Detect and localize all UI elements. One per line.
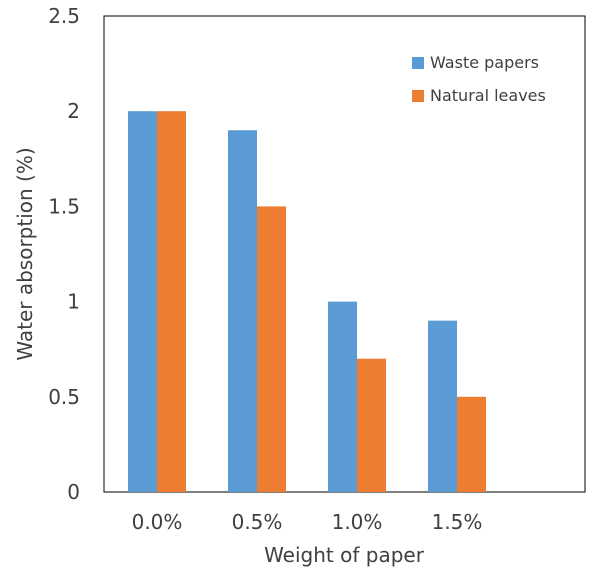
- y-tick-label: 2.5: [48, 4, 80, 28]
- y-tick-label: 1: [67, 290, 80, 314]
- x-tick-label: 0.0%: [132, 510, 183, 534]
- bar-natural-leaves-0-5: [257, 206, 286, 492]
- x-tick-label: 0.5%: [232, 510, 283, 534]
- y-tick-label: 1.5: [48, 194, 80, 218]
- bars-group: [128, 111, 486, 493]
- x-tick-label: 1.5%: [432, 510, 483, 534]
- y-tick-label: 0.5: [48, 385, 80, 409]
- bar-natural-leaves-1-5: [457, 396, 486, 492]
- legend-swatch-waste-papers: [412, 57, 424, 69]
- x-axis-title: Weight of paper: [264, 543, 425, 567]
- legend: Waste papers Natural leaves: [412, 53, 546, 105]
- y-tick-label: 2: [67, 99, 80, 123]
- legend-label-waste-papers: Waste papers: [430, 53, 539, 72]
- legend-swatch-natural-leaves: [412, 90, 424, 102]
- bar-waste-papers-1-0: [328, 301, 357, 492]
- x-tick-labels: 0.0% 0.5% 1.0% 1.5%: [132, 510, 483, 534]
- y-tick-labels: 0 0.5 1 1.5 2 2.5: [48, 4, 80, 504]
- x-tick-label: 1.0%: [332, 510, 383, 534]
- bar-natural-leaves-1-0: [357, 358, 386, 492]
- bar-waste-papers-0-0: [128, 111, 157, 492]
- bar-waste-papers-0-5: [228, 130, 257, 493]
- y-axis-title: Water absorption (%): [13, 147, 37, 360]
- y-tick-label: 0: [67, 480, 80, 504]
- legend-label-natural-leaves: Natural leaves: [430, 86, 546, 105]
- bar-natural-leaves-0-0: [157, 111, 186, 492]
- bar-waste-papers-1-5: [428, 320, 457, 492]
